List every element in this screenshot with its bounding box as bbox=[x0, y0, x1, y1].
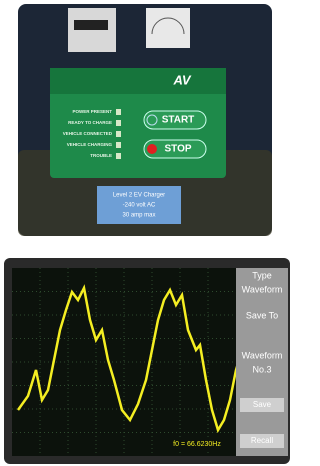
menu-item: Recall bbox=[251, 436, 273, 445]
scope-photo: Type Waveform Save To Waveform No.3 Save… bbox=[4, 258, 290, 464]
freq-readout: f0 = 66.6230Hz bbox=[173, 441, 221, 448]
indicator-label: VEHICLE CHARGING bbox=[67, 142, 113, 147]
charger-photo: AV POWER PRESENT READY TO CHARGE VEHICLE C… bbox=[18, 4, 272, 236]
spec-line: 30 amp max bbox=[122, 213, 155, 219]
spec-line: -240 volt AC bbox=[123, 203, 156, 209]
logo: AV bbox=[172, 72, 191, 87]
indicator-label: POWER PRESENT bbox=[72, 109, 112, 114]
indicator-light bbox=[116, 153, 121, 159]
stop-icon bbox=[147, 144, 157, 154]
stop-label: STOP bbox=[164, 144, 191, 155]
menu-item: Type bbox=[252, 270, 272, 280]
page: AV POWER PRESENT READY TO CHARGE VEHICLE C… bbox=[0, 0, 292, 466]
spec-line: Level 2 EV Charger bbox=[113, 193, 165, 199]
panel-header bbox=[50, 68, 226, 94]
menu-item: Save To bbox=[246, 310, 278, 320]
indicator-light bbox=[116, 109, 121, 115]
start-label: START bbox=[162, 115, 195, 126]
scope-menu bbox=[236, 268, 288, 456]
menu-item: Waveform bbox=[242, 284, 283, 294]
indicator-label: TROUBLE bbox=[90, 153, 112, 158]
indicator-label: READY TO CHARGE bbox=[68, 120, 112, 125]
indicator-label: VEHICLE CONNECTED bbox=[63, 131, 113, 136]
indicator-light bbox=[116, 131, 121, 137]
menu-item: Save bbox=[253, 400, 272, 409]
meter-display bbox=[74, 20, 108, 30]
indicator-light bbox=[116, 142, 121, 148]
indicator-light bbox=[116, 120, 121, 126]
menu-item: Waveform bbox=[242, 350, 283, 360]
menu-item: No.3 bbox=[252, 364, 271, 374]
